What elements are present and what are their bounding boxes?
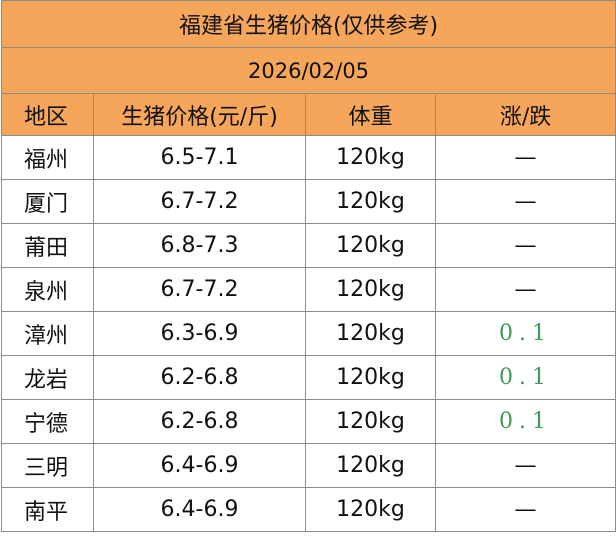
table-body: 福建省生猪价格(仅供参考) 2026/02/05 地区 生猪价格(元/斤) 体重 涨/…: [0, 0, 616, 532]
region-cell: 三明: [1, 443, 94, 488]
weight-cell: 120kg: [305, 311, 436, 356]
change-cell: —: [434, 267, 616, 312]
weight-cell: 120kg: [305, 135, 436, 180]
region-cell: 漳州: [1, 311, 94, 356]
weight-cell: 120kg: [305, 399, 436, 444]
header-cell: 体重: [305, 93, 436, 136]
price-cell: 6.4-6.9: [93, 487, 306, 532]
data-row: 漳州 6.3-6.9 120kg 0.1: [1, 311, 616, 356]
region-cell: 龙岩: [1, 355, 94, 400]
change-cell: —: [434, 179, 616, 224]
price-cell: 6.2-6.8: [93, 399, 306, 444]
region-cell: 莆田: [1, 223, 94, 268]
weight-cell: 120kg: [305, 443, 436, 488]
price-cell: 6.8-7.3: [93, 223, 306, 268]
region-cell: 泉州: [1, 267, 94, 312]
table-title: 福建省生猪价格(仅供参考): [0, 0, 616, 48]
data-row: 莆田 6.8-7.3 120kg —: [1, 223, 616, 268]
data-row: 泉州 6.7-7.2 120kg —: [1, 267, 616, 312]
change-cell: 0.1: [434, 355, 616, 400]
date-row: 2026/02/05: [0, 47, 616, 94]
header-cell: 地区: [1, 93, 94, 136]
weight-cell: 120kg: [305, 487, 436, 532]
header-cell: 涨/跌: [434, 93, 616, 136]
price-cell: 6.7-7.2: [93, 267, 306, 312]
data-row: 三明 6.4-6.9 120kg —: [1, 443, 616, 488]
region-cell: 福州: [1, 135, 94, 180]
weight-cell: 120kg: [305, 179, 436, 224]
price-cell: 6.7-7.2: [93, 179, 306, 224]
data-row: 福州 6.5-7.1 120kg —: [1, 135, 616, 180]
change-cell: 0.1: [434, 311, 616, 356]
region-cell: 南平: [1, 487, 94, 532]
weight-cell: 120kg: [305, 355, 436, 400]
change-cell: —: [434, 223, 616, 268]
price-cell: 6.4-6.9: [93, 443, 306, 488]
change-cell: 0.1: [434, 399, 616, 444]
price-table: 福建省生猪价格(仅供参考) 2026/02/05 地区 生猪价格(元/斤) 体重 涨/…: [0, 0, 616, 532]
change-cell: —: [434, 135, 616, 180]
data-row: 厦门 6.7-7.2 120kg —: [1, 179, 616, 224]
region-cell: 厦门: [1, 179, 94, 224]
table-date: 2026/02/05: [0, 47, 616, 94]
title-row: 福建省生猪价格(仅供参考): [0, 0, 616, 48]
header-row: 地区 生猪价格(元/斤) 体重 涨/跌: [1, 93, 616, 136]
price-cell: 6.5-7.1: [93, 135, 306, 180]
data-row: 龙岩 6.2-6.8 120kg 0.1: [1, 355, 616, 400]
price-cell: 6.3-6.9: [93, 311, 306, 356]
data-row: 宁德 6.2-6.8 120kg 0.1: [1, 399, 616, 444]
weight-cell: 120kg: [305, 223, 436, 268]
data-row: 南平 6.4-6.9 120kg —: [1, 487, 616, 532]
region-cell: 宁德: [1, 399, 94, 444]
price-cell: 6.2-6.8: [93, 355, 306, 400]
header-cell: 生猪价格(元/斤): [93, 93, 306, 136]
change-cell: —: [434, 443, 616, 488]
weight-cell: 120kg: [305, 267, 436, 312]
change-cell: —: [434, 487, 616, 532]
